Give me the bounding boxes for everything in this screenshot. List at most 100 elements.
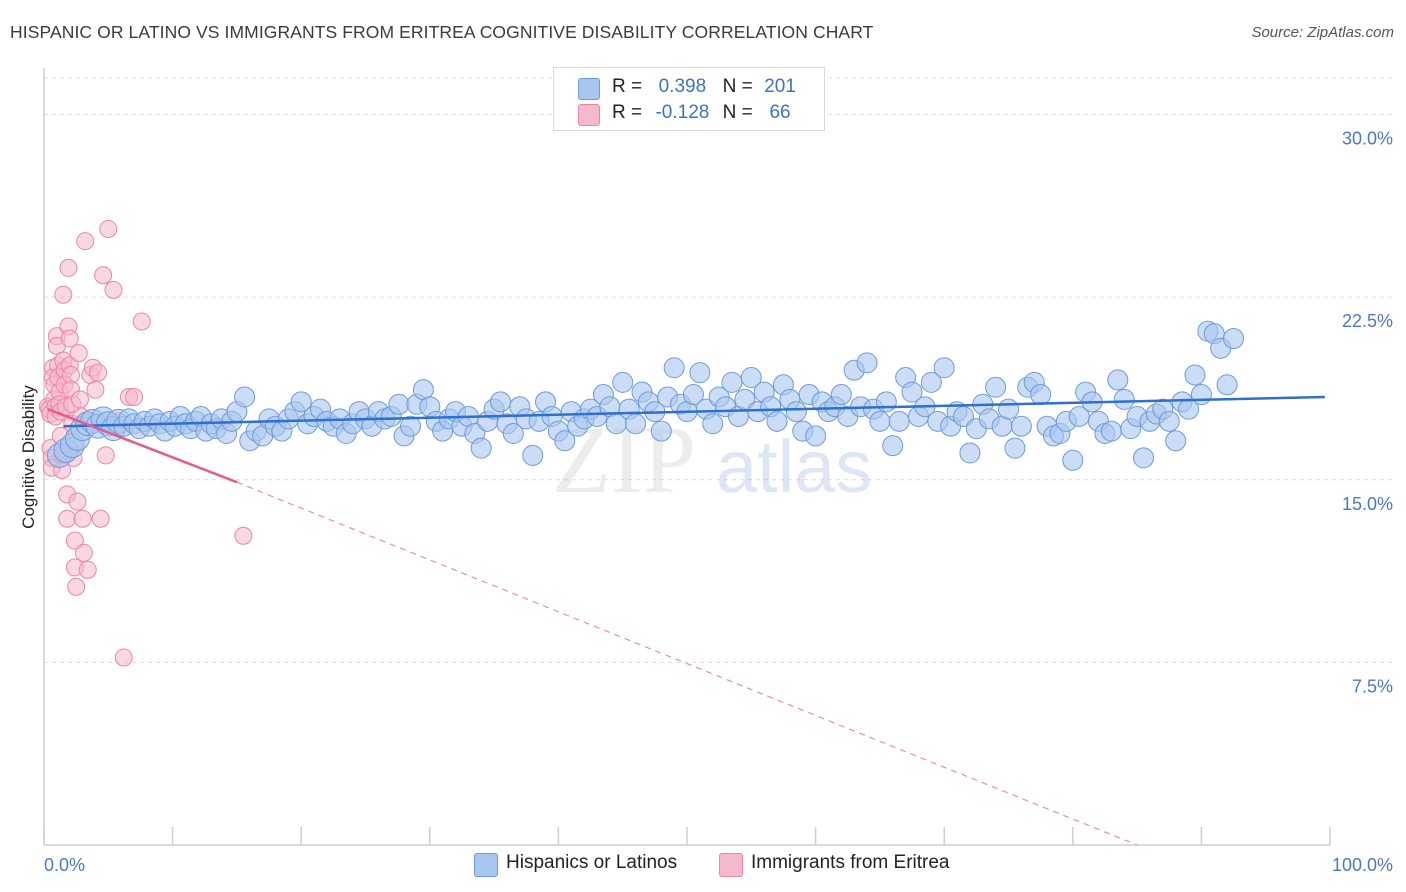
- hispanic-point: [625, 413, 647, 435]
- hispanic-point: [785, 401, 807, 423]
- watermark-atlas: atlas: [716, 425, 872, 508]
- hispanic-point: [1113, 388, 1135, 410]
- x-tick-label: 100.0%: [1332, 855, 1393, 875]
- legend-swatch-eritrea: [578, 104, 600, 126]
- hispanic-point: [740, 366, 762, 388]
- hispanic-point: [869, 410, 891, 432]
- hispanic-point: [1100, 420, 1122, 442]
- hispanic-point: [875, 391, 897, 413]
- hispanic-point: [721, 371, 743, 393]
- eritrea-point: [99, 219, 118, 238]
- hispanic-point: [856, 352, 878, 374]
- hispanic-point: [689, 362, 711, 384]
- r-label: R =: [612, 76, 643, 97]
- hispanic-point: [1004, 437, 1026, 459]
- hispanic-point: [1107, 369, 1129, 391]
- hispanic-point: [234, 386, 256, 408]
- hispanic-point: [959, 442, 981, 464]
- y-tick-label: 22.5%: [1342, 311, 1393, 331]
- hispanic-point: [933, 357, 955, 379]
- hispanic-point: [1165, 430, 1187, 452]
- eritrea-trend-extension: [236, 481, 1138, 846]
- y-tick-labels: 7.5% 15.0% 22.5% 30.0%: [1342, 129, 1393, 697]
- hispanic-point: [470, 437, 492, 459]
- legend-swatch-hispanic: [474, 853, 498, 877]
- series-legend: Hispanics or Latinos Immigrants from Eri…: [0, 852, 1406, 878]
- hispanic-point: [985, 376, 1007, 398]
- source-label: Source: ZipAtlas.com: [1251, 24, 1394, 41]
- hispanic-point: [920, 371, 942, 393]
- hispanic-point: [502, 422, 524, 444]
- n-label: N =: [722, 76, 753, 97]
- eritrea-trend-line: [47, 407, 238, 484]
- hispanic-point: [805, 425, 827, 447]
- eritrea-point: [96, 446, 115, 465]
- eritrea-point: [60, 329, 79, 348]
- eritrea-point: [54, 285, 73, 304]
- y-axis-title: Cognitive Disability: [19, 385, 38, 529]
- hispanic-point: [663, 357, 685, 379]
- eritrea-point: [65, 531, 84, 550]
- x-tick-label: 0.0%: [44, 855, 85, 875]
- hispanic-point: [650, 420, 672, 442]
- hispanic-point: [1216, 374, 1238, 396]
- hispanic-point: [901, 381, 923, 403]
- hispanic-point: [554, 430, 576, 452]
- hispanic-trend-line: [63, 395, 1325, 428]
- hispanic-point: [1223, 328, 1245, 350]
- hispanic-point: [522, 444, 544, 466]
- legend-label-hispanic: Hispanics or Latinos: [506, 852, 678, 873]
- legend-label-eritrea: Immigrants from Eritrea: [751, 852, 950, 873]
- hispanic-point: [882, 435, 904, 457]
- n-value-eritrea: 66: [769, 102, 791, 123]
- chart-title: HISPANIC OR LATINO VS IMMIGRANTS FROM ER…: [10, 22, 874, 42]
- hispanic-point: [490, 391, 512, 413]
- hispanic-point: [1158, 410, 1180, 432]
- hispanic-point: [702, 413, 724, 435]
- hispanic-point: [1010, 415, 1032, 437]
- eritrea-point: [74, 543, 93, 562]
- hispanic-point: [1133, 447, 1155, 469]
- hispanic-point: [612, 371, 634, 393]
- r-value-hispanic: 0.398: [658, 76, 707, 97]
- eritrea-point: [76, 232, 95, 251]
- eritrea-point: [94, 266, 113, 285]
- eritrea-point: [59, 258, 78, 277]
- n-value-hispanic: 201: [764, 76, 796, 97]
- eritrea-point: [78, 560, 97, 579]
- hispanic-point: [1062, 449, 1084, 471]
- eritrea-point: [89, 363, 108, 382]
- r-label: R =: [612, 102, 643, 123]
- stats-legend: R = 0.398 N = 201 R = -0.128 N = 66: [553, 67, 825, 131]
- hispanic-point: [682, 384, 704, 406]
- eritrea-point: [91, 509, 110, 528]
- y-tick-label: 15.0%: [1342, 494, 1393, 514]
- hispanic-point: [1190, 384, 1212, 406]
- eritrea-point: [67, 577, 86, 596]
- hispanic-point: [290, 391, 312, 413]
- r-value-eritrea: -0.128: [655, 102, 710, 123]
- eritrea-point: [69, 344, 88, 363]
- hispanic-point: [998, 398, 1019, 420]
- x-tick-labels: 0.0% 100.0%: [44, 855, 1393, 875]
- hispanic-point: [830, 384, 852, 406]
- hispanic-point: [400, 415, 422, 437]
- hispanic-point: [388, 393, 410, 415]
- y-tick-label: 30.0%: [1342, 129, 1393, 149]
- eritrea-point: [104, 280, 123, 299]
- eritrea-point: [114, 648, 133, 667]
- eritrea-point: [71, 390, 90, 409]
- eritrea-point: [86, 380, 105, 399]
- eritrea-point: [132, 312, 151, 331]
- eritrea-point: [125, 387, 144, 406]
- legend-swatch-hispanic: [578, 78, 600, 100]
- hispanic-point: [1030, 384, 1052, 406]
- trend-lines: [47, 395, 1325, 846]
- hispanic-point: [888, 410, 910, 432]
- hispanic-point: [1184, 364, 1206, 386]
- eritrea-point: [73, 509, 92, 528]
- hispanic-point: [766, 410, 788, 432]
- eritrea-point: [68, 492, 87, 511]
- eritrea-point: [58, 509, 77, 528]
